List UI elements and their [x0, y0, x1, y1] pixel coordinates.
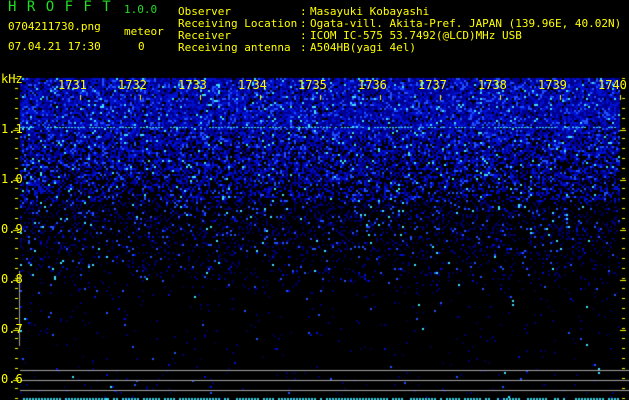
y-tick-label: 0.8 [1, 272, 23, 286]
info-antenna: A504HB(yagi 4el) [310, 41, 416, 54]
y-tick-label: 0.6 [1, 372, 23, 386]
app-version: 1.0.0 [124, 3, 158, 16]
info-label-receiver: Receiver [178, 29, 231, 42]
info-label-location: Receiving Location [178, 17, 298, 30]
y-tick-label: 0.9 [1, 222, 23, 236]
x-tick-label: 1739 [538, 78, 567, 92]
x-tick-label: 1740 [598, 78, 627, 92]
app-title: H R O F F T [8, 0, 112, 15]
info-label-observer: Observer [178, 5, 231, 18]
info-colon: : [300, 29, 307, 42]
y-tick-label: 1.1 [1, 122, 23, 136]
x-tick-label: 1735 [298, 78, 327, 92]
y-tick-label: 1.0 [1, 172, 23, 186]
x-tick-label: 1731 [58, 78, 87, 92]
x-tick-label: 1733 [178, 78, 207, 92]
y-unit-label: kHz [1, 72, 23, 86]
spectrogram-canvas [0, 72, 629, 400]
meteor-count: 0 [138, 40, 145, 53]
info-location: Ogata-vill. Akita-Pref. JAPAN (139.96E, … [310, 17, 622, 30]
info-receiver: ICOM IC-575 53.7492(@LCD)MHz USB [310, 29, 522, 42]
x-tick-label: 1736 [358, 78, 387, 92]
file-name: 0704211730.png [8, 20, 101, 33]
x-tick-label: 1738 [478, 78, 507, 92]
x-tick-label: 1734 [238, 78, 267, 92]
x-tick-label: 1737 [418, 78, 447, 92]
x-tick-label: 1732 [118, 78, 147, 92]
info-observer: Masayuki Kobayashi [310, 5, 430, 18]
file-datetime: 07.04.21 17:30 [8, 40, 101, 53]
info-colon: : [300, 41, 307, 54]
info-colon: : [300, 17, 307, 30]
y-tick-label: 0.7 [1, 322, 23, 336]
info-colon: : [300, 5, 307, 18]
info-label-antenna: Receiving antenna [178, 41, 291, 54]
meteor-label: meteor [124, 25, 164, 38]
